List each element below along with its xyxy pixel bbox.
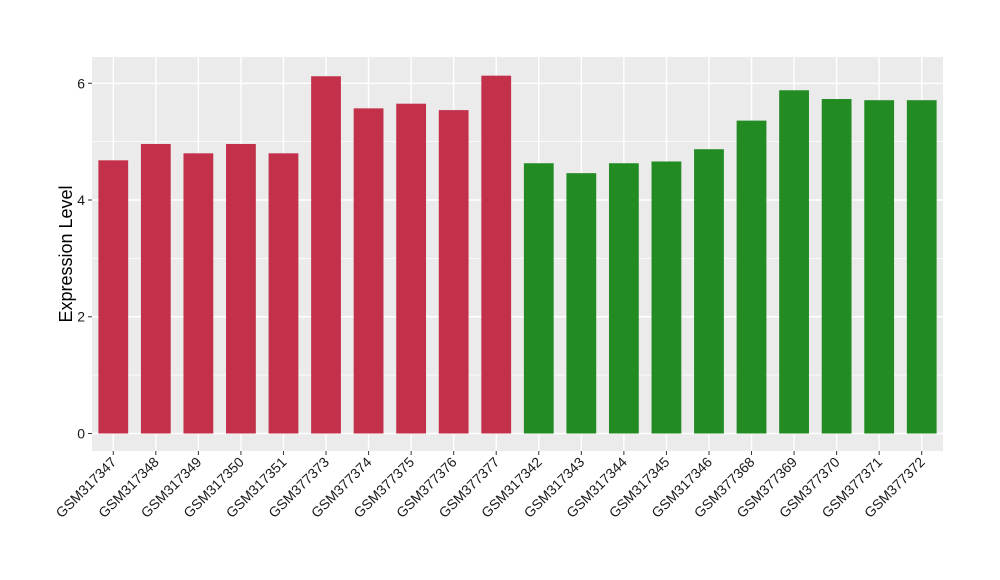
bar-GSM317349 (183, 153, 214, 434)
bar-GSM317351 (268, 153, 299, 434)
bar-GSM317348 (140, 143, 171, 434)
y-tick-label: 6 (77, 75, 85, 91)
x-axis: GSM317347GSM317348GSM317349GSM317350GSM3… (52, 451, 928, 521)
bar-GSM317342 (523, 163, 554, 434)
bar-GSM317346 (694, 149, 724, 434)
bars (98, 75, 937, 434)
bar-GSM317347 (98, 160, 129, 434)
bar-GSM377374 (353, 108, 384, 434)
y-tick-label: 0 (77, 425, 85, 441)
y-tick-label: 2 (77, 309, 85, 325)
bar-GSM377370 (821, 99, 852, 434)
bar-GSM377372 (906, 100, 937, 434)
y-axis: 0 2 4 6 (77, 75, 92, 441)
bar-GSM317345 (651, 161, 682, 434)
bar-GSM317344 (608, 163, 639, 434)
bar-GSM377376 (438, 110, 469, 434)
bar-GSM377369 (779, 90, 809, 434)
plot-panel (92, 57, 943, 451)
bar-GSM377375 (396, 103, 427, 434)
bar-GSM377371 (864, 100, 895, 434)
bar-GSM317350 (226, 143, 256, 434)
bar-GSM377373 (311, 76, 341, 434)
bar-GSM377377 (481, 75, 512, 434)
y-axis-title: Expression Level (56, 185, 76, 322)
bar-GSM317343 (566, 173, 597, 434)
bar-GSM377368 (736, 120, 767, 434)
y-tick-label: 4 (77, 192, 85, 208)
